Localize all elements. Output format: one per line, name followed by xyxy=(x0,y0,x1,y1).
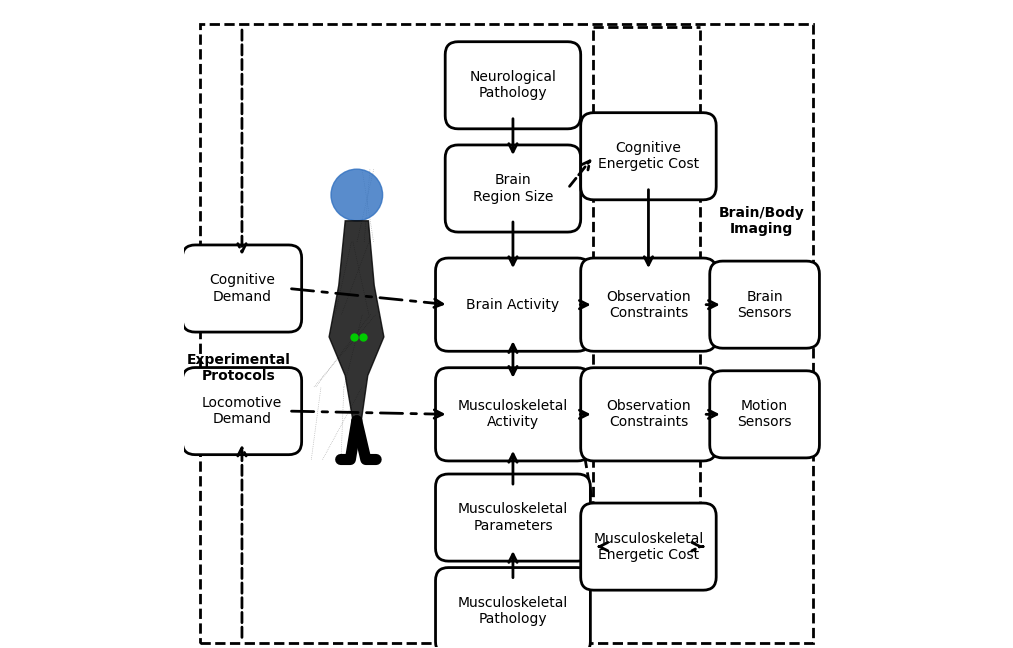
Text: Musculoskeletal
Activity: Musculoskeletal Activity xyxy=(458,399,568,430)
FancyBboxPatch shape xyxy=(580,258,716,351)
Polygon shape xyxy=(329,221,384,421)
Text: Musculoskeletal
Energetic Cost: Musculoskeletal Energetic Cost xyxy=(594,531,704,562)
Text: Brain
Region Size: Brain Region Size xyxy=(473,174,553,203)
Text: Neurological
Pathology: Neurological Pathology xyxy=(469,70,556,100)
Text: Musculoskeletal
Pathology: Musculoskeletal Pathology xyxy=(458,596,568,626)
FancyBboxPatch shape xyxy=(436,367,591,461)
FancyBboxPatch shape xyxy=(436,568,591,648)
Text: Observation
Constraints: Observation Constraints xyxy=(606,290,691,319)
Text: Brain/Body
Imaging: Brain/Body Imaging xyxy=(718,205,804,236)
FancyBboxPatch shape xyxy=(710,371,820,458)
Text: Locomotive
Demand: Locomotive Demand xyxy=(202,396,282,426)
Text: Musculoskeletal
Parameters: Musculoskeletal Parameters xyxy=(458,502,568,533)
FancyBboxPatch shape xyxy=(445,145,580,232)
FancyBboxPatch shape xyxy=(445,41,580,129)
Text: Observation
Constraints: Observation Constraints xyxy=(606,399,691,430)
FancyBboxPatch shape xyxy=(182,367,302,455)
Text: Experimental
Protocols: Experimental Protocols xyxy=(186,353,291,383)
Text: Brain
Sensors: Brain Sensors xyxy=(737,290,792,319)
FancyBboxPatch shape xyxy=(710,261,820,348)
Text: Cognitive
Demand: Cognitive Demand xyxy=(209,273,275,304)
FancyBboxPatch shape xyxy=(182,245,302,332)
FancyBboxPatch shape xyxy=(436,474,591,561)
Text: Motion
Sensors: Motion Sensors xyxy=(737,399,792,430)
FancyBboxPatch shape xyxy=(580,113,716,200)
FancyBboxPatch shape xyxy=(580,367,716,461)
Text: Cognitive
Energetic Cost: Cognitive Energetic Cost xyxy=(598,141,699,171)
Circle shape xyxy=(331,169,383,221)
FancyBboxPatch shape xyxy=(580,503,716,590)
Text: Brain Activity: Brain Activity xyxy=(466,297,559,312)
FancyBboxPatch shape xyxy=(436,258,591,351)
